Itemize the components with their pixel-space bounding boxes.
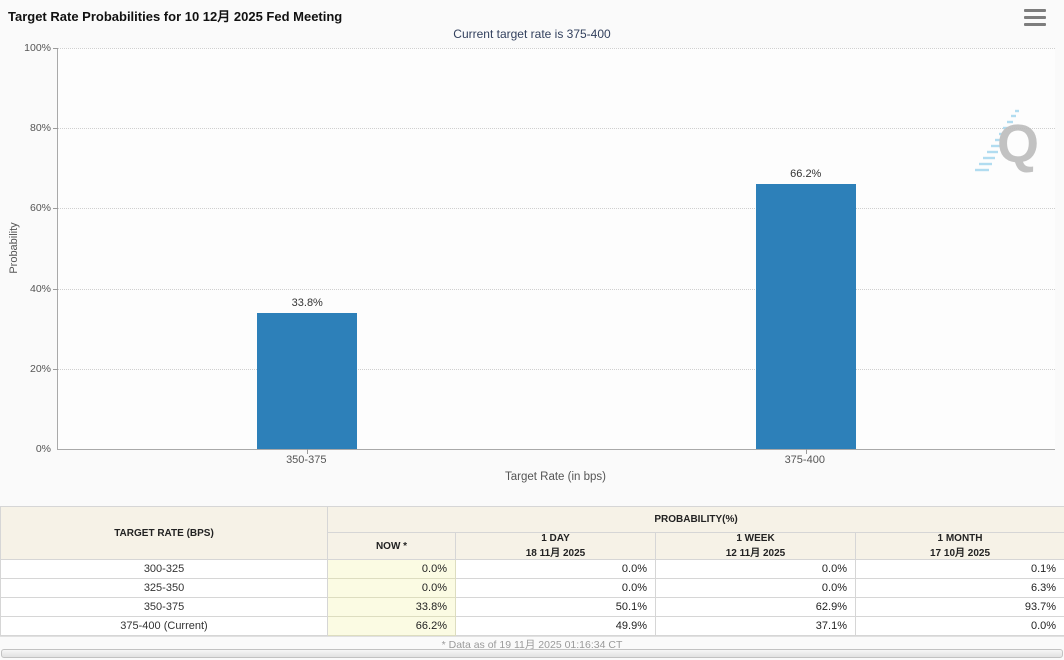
one-month-probability: 0.1% — [854, 559, 1064, 579]
y-axis-tick-label: 20% — [29, 362, 51, 375]
horizontal-scrollbar[interactable] — [1, 649, 1063, 658]
x-category-label: 375-400 — [784, 454, 825, 466]
gridline-20 — [58, 368, 1055, 370]
rate-range-label: 350-375 — [0, 597, 328, 617]
watermark-letter: Q — [997, 114, 1039, 174]
x-tickmark — [307, 449, 309, 454]
table-row: 325-350 0.0% 0.0% 0.0% 6.3% — [0, 578, 1064, 598]
hamburger-bar — [1024, 23, 1046, 26]
table-corner-header: TARGET RATE (BPS) — [0, 506, 328, 560]
table-group-header: PROBABILITY(%) — [326, 506, 1064, 533]
rate-range-label: 300-325 — [0, 559, 328, 579]
one-week-probability: 0.0% — [655, 578, 856, 598]
y-axis-tick-label: 100% — [24, 42, 51, 54]
one-week-probability: 0.0% — [655, 559, 856, 579]
one-day-probability: 49.9% — [455, 616, 656, 636]
x-axis-title: Target Rate (in bps) — [505, 471, 606, 483]
one-week-probability: 37.1% — [655, 616, 856, 636]
table-row: 375-400 (Current) 66.2% 49.9% 37.1% 0.0% — [0, 616, 1064, 636]
bar-350-375: 33.8% — [257, 297, 358, 449]
column-header-1week: 1 WEEK 12 11月 2025 — [655, 532, 856, 560]
current-target-rate-subtitle: Current target rate is 375-400 — [453, 27, 611, 41]
hamburger-bar — [1024, 9, 1046, 12]
now-probability: 66.2% — [327, 616, 456, 636]
rate-range-label: 375-400 (Current) — [0, 616, 328, 636]
hamburger-bar — [1024, 16, 1046, 19]
now-probability: 0.0% — [327, 559, 456, 579]
gridline-60 — [58, 208, 1055, 210]
one-day-probability: 0.0% — [455, 578, 656, 598]
y-tickmark — [53, 48, 58, 49]
bar-value-label: 66.2% — [790, 167, 822, 180]
column-header-1day: 1 DAY 18 11月 2025 — [455, 532, 656, 560]
one-month-probability: 6.3% — [854, 578, 1064, 598]
bar-slot-375-400: 66.2% — [557, 48, 1056, 454]
data-as-of-footnote: * Data as of 19 11月 2025 01:16:34 CT — [0, 636, 1064, 653]
gridline-80 — [58, 128, 1055, 130]
rate-range-label: 325-350 — [0, 578, 328, 598]
y-tickmark — [53, 288, 58, 290]
y-tickmark — [53, 208, 58, 210]
one-month-probability: 0.0% — [854, 616, 1064, 636]
hamburger-menu-icon[interactable] — [1024, 9, 1046, 26]
one-month-probability: 93.7% — [854, 597, 1064, 617]
probability-table: TARGET RATE (BPS) PROBABILITY(%) NOW * 1… — [0, 506, 1064, 636]
table-row: 300-325 0.0% 0.0% 0.0% 0.1% — [0, 559, 1064, 579]
page-title: Target Rate Probabilities for 10 12月 202… — [8, 9, 343, 24]
bar-slot-350-375: 33.8% — [58, 48, 557, 454]
one-day-probability: 50.1% — [455, 597, 656, 617]
bar-chart-plot-area: 100% 80% 60% 40% 20% 0% 33.8% 66.2% — [24, 42, 1056, 455]
now-probability: 33.8% — [327, 597, 456, 617]
bar-value-label: 33.8% — [291, 297, 323, 310]
y-axis-tick-label: 60% — [29, 202, 51, 215]
one-week-probability: 62.9% — [655, 597, 856, 617]
y-tickmark — [53, 128, 58, 130]
y-axis-title: Probability — [8, 222, 20, 274]
now-probability: 0.0% — [327, 578, 456, 598]
gridline-40 — [58, 288, 1055, 290]
y-axis-tick-label: 0% — [35, 443, 51, 455]
quikstrike-watermark-icon: Q — [975, 109, 1039, 174]
table-row: 350-375 33.8% 50.1% 62.9% 93.7% — [0, 597, 1064, 617]
bar-375-400: 66.2% — [755, 168, 856, 449]
column-header-now: NOW * — [327, 532, 456, 560]
gridline-100 — [58, 48, 1055, 49]
one-day-probability: 0.0% — [455, 559, 656, 579]
y-axis-tick-label: 80% — [29, 122, 51, 135]
y-tickmark — [53, 368, 58, 370]
x-tickmark — [805, 449, 807, 454]
column-header-1month: 1 MONTH 17 10月 2025 — [854, 532, 1064, 560]
y-axis-tick-label: 40% — [29, 282, 51, 295]
x-category-label: 350-375 — [286, 454, 327, 466]
